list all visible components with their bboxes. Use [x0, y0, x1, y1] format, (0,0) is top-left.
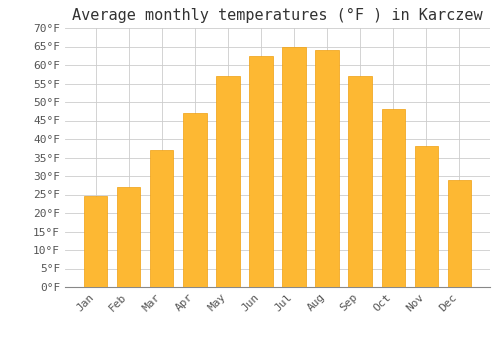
Bar	[184, 113, 206, 287]
Title: Average monthly temperatures (°F ) in Karczew: Average monthly temperatures (°F ) in Ka…	[72, 8, 483, 23]
Bar	[250, 56, 272, 287]
Bar	[150, 150, 174, 287]
Bar	[84, 196, 108, 287]
Bar	[216, 76, 240, 287]
Bar	[382, 110, 404, 287]
Bar	[118, 187, 141, 287]
Bar	[348, 76, 372, 287]
Bar	[282, 47, 306, 287]
Bar	[414, 146, 438, 287]
Bar	[316, 50, 338, 287]
Bar	[448, 180, 470, 287]
